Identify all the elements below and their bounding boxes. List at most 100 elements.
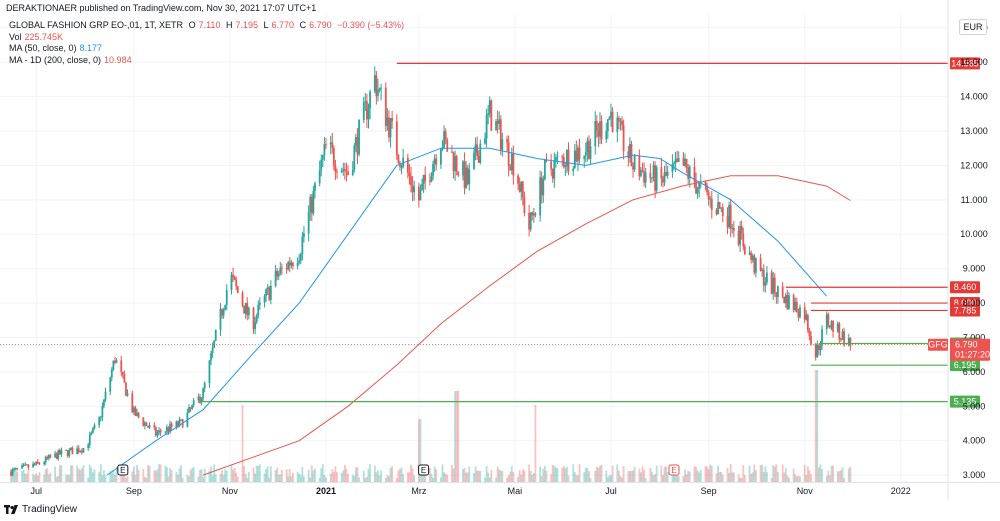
- volume-bar: [454, 391, 457, 482]
- candle-body: [307, 211, 310, 234]
- volume-bar: [288, 468, 291, 482]
- volume-bar: [189, 469, 192, 482]
- y-axis: 3.000 4.000 5.000 6.000 7.000 8.000 9.000 10.00…: [0, 0, 1000, 500]
- volume-bar: [551, 464, 554, 482]
- volume-bar: [178, 468, 181, 482]
- currency-button[interactable]: EUR: [959, 19, 987, 35]
- candle-body: [92, 428, 94, 433]
- volume-bar: [269, 466, 272, 482]
- volume-bar: [786, 475, 789, 482]
- candle-body: [706, 185, 708, 193]
- volume-bar: [104, 475, 107, 482]
- volume-bar: [451, 464, 453, 482]
- volume-bar: [410, 464, 412, 482]
- candle-body: [268, 287, 271, 300]
- candle-body: [849, 337, 852, 346]
- candle-body: [400, 166, 403, 168]
- candle-body: [840, 339, 842, 341]
- candle-body: [166, 427, 168, 432]
- candle-body: [247, 307, 250, 316]
- candle-body: [577, 147, 579, 162]
- volume-bar: [699, 469, 702, 482]
- candle-body: [663, 172, 666, 183]
- y-tick-label: 10.000: [960, 229, 988, 239]
- volume-bar: [827, 470, 830, 482]
- ma50-row[interactable]: MA (50, close, 0) 8.177: [9, 43, 410, 55]
- candle-body: [265, 289, 268, 296]
- price-level-value: 14.965: [951, 58, 979, 68]
- volume-bar: [22, 469, 25, 482]
- volume-bar: [180, 465, 182, 482]
- volume-bar: [617, 470, 620, 482]
- volume-row[interactable]: Vol 225.745K: [9, 32, 410, 44]
- volume-bar: [200, 469, 203, 482]
- candle-body: [90, 432, 93, 435]
- volume-bar: [495, 477, 497, 482]
- candle-body: [457, 171, 460, 176]
- candle-body: [806, 314, 809, 331]
- candle-body: [314, 183, 316, 191]
- volume-bar: [208, 470, 211, 482]
- volume-bar: [366, 476, 368, 482]
- candle-body: [137, 412, 140, 418]
- candle-body: [528, 213, 531, 230]
- candle-body: [751, 255, 754, 260]
- candle-body: [280, 267, 283, 269]
- volume-bar: [468, 466, 471, 482]
- candle-body: [24, 464, 27, 466]
- candle-body: [257, 304, 260, 316]
- candle-body: [578, 147, 581, 160]
- ma200-row[interactable]: MA - 1D (200, close, 0) 10.984: [9, 55, 410, 67]
- volume-bar: [429, 468, 431, 482]
- volume-bar: [616, 464, 619, 482]
- volume-bar: [528, 464, 531, 482]
- volume-bar: [276, 467, 279, 482]
- candle-body: [655, 167, 658, 191]
- candle-body: [88, 434, 91, 446]
- volume-bar: [378, 475, 381, 482]
- ma50-line: [106, 147, 828, 476]
- candle-body: [82, 448, 85, 453]
- price-level-tag: [950, 395, 980, 408]
- candle-body: [433, 158, 436, 164]
- volume-bar: [158, 464, 160, 482]
- volume-bar: [156, 469, 159, 482]
- candle-body: [479, 143, 482, 163]
- candle-body: [718, 202, 721, 209]
- x-tick-label: Nov: [222, 486, 239, 496]
- candle-body: [136, 412, 138, 416]
- candle-body: [773, 277, 776, 293]
- volume-bar: [476, 470, 479, 482]
- candle-body: [406, 157, 409, 173]
- tradingview-brand[interactable]: TradingView: [22, 504, 78, 515]
- candle-body: [764, 282, 767, 286]
- price-level-value: 8.000: [954, 298, 977, 308]
- volume-bar: [386, 475, 389, 482]
- candle-body: [79, 450, 82, 453]
- candle-body: [531, 212, 534, 216]
- symbol-name[interactable]: GLOBAL FASHION GRP EO-,01, 1T, XETR: [9, 20, 184, 30]
- candle-body: [750, 252, 753, 260]
- ma200-line: [202, 175, 851, 476]
- volume-bar: [358, 477, 360, 482]
- candle-body: [336, 171, 338, 173]
- publisher-header: DERAKTIONAER published on TradingView.co…: [6, 3, 317, 13]
- candle-body: [805, 314, 808, 320]
- volume-bar: [777, 471, 779, 482]
- volume-bar: [221, 470, 223, 482]
- candle-body: [367, 108, 370, 120]
- candle-body: [269, 285, 272, 300]
- volume-bar: [57, 475, 60, 482]
- candle-body: [772, 277, 775, 294]
- x-tick-label: Sep: [701, 486, 717, 496]
- volume-bar: [808, 470, 811, 482]
- volume-bar: [518, 470, 521, 482]
- volume-bar: [408, 472, 411, 482]
- candle-body: [795, 301, 798, 313]
- candle-body: [148, 425, 151, 428]
- candle-body: [488, 100, 491, 114]
- candle-body: [323, 144, 326, 156]
- candle-body: [66, 450, 69, 456]
